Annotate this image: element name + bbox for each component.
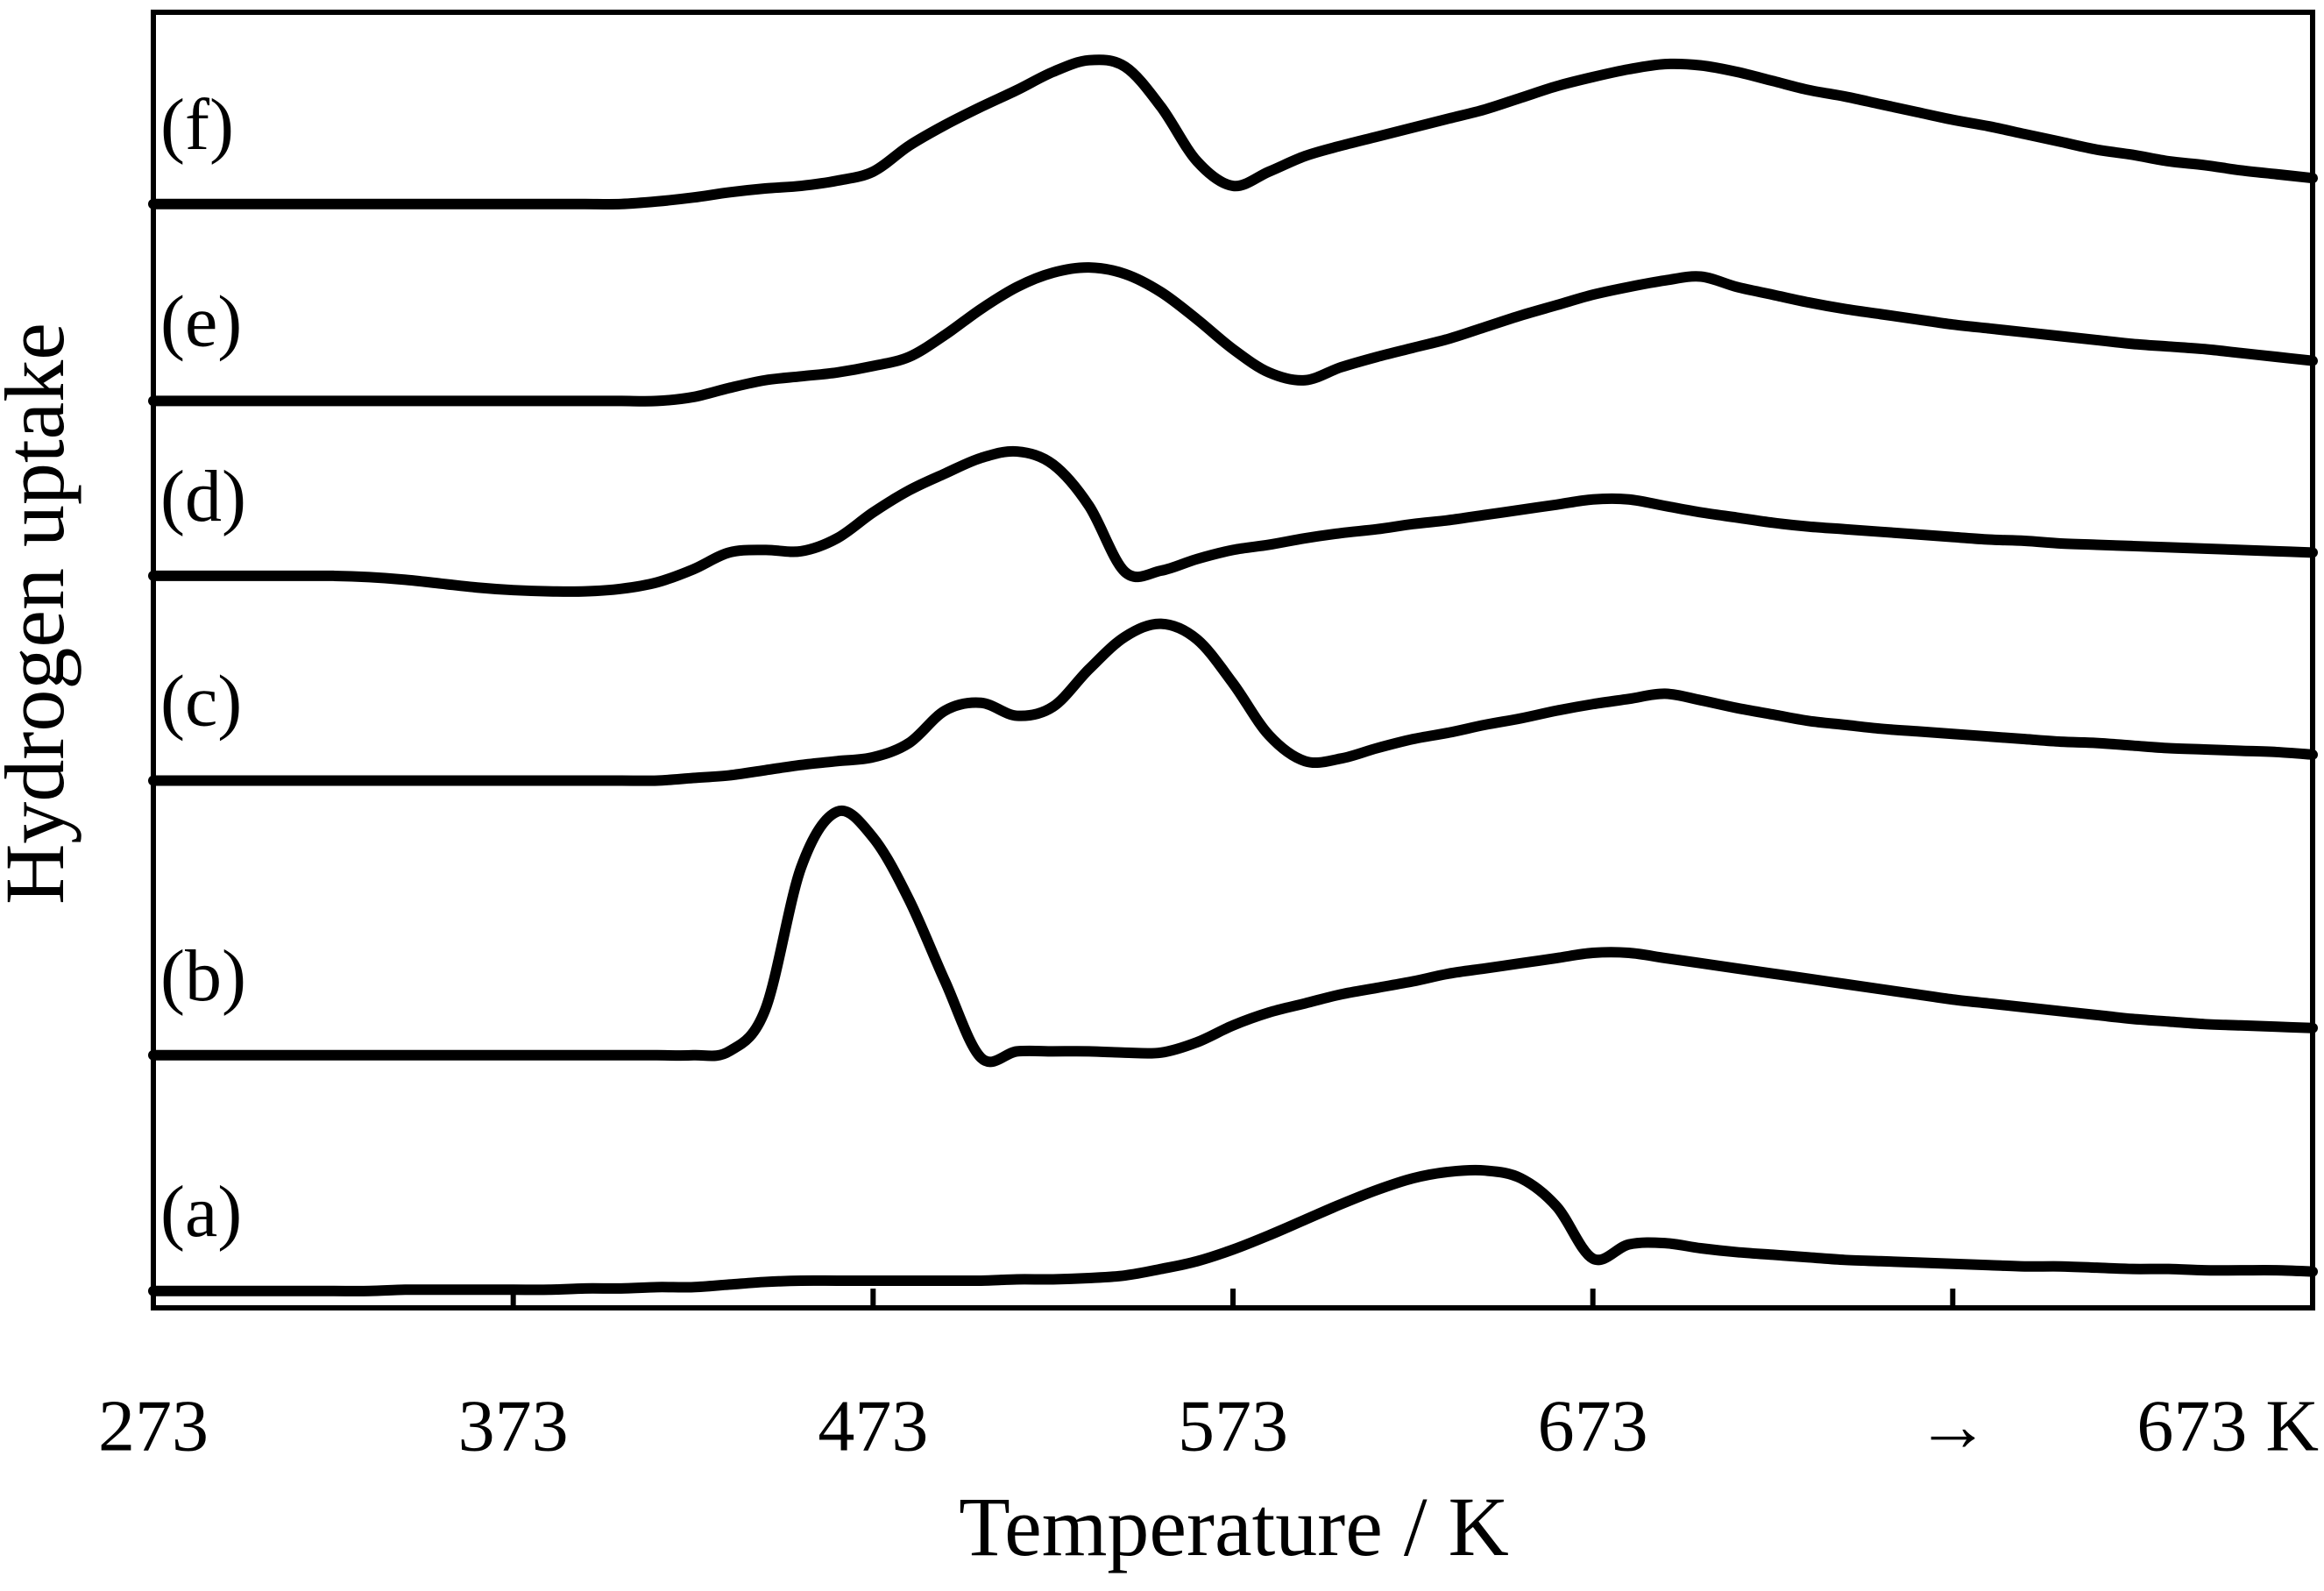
series-label: (f): [160, 84, 234, 166]
series-line: [148, 54, 2318, 210]
y-axis-title: Hydrogen uptake: [0, 323, 81, 905]
x-tick-label: 273: [98, 1385, 209, 1467]
x-tick-label: 473: [818, 1385, 928, 1467]
series-line: [148, 805, 2318, 1068]
x-tick-label: 673: [1538, 1385, 1648, 1467]
series-line: [148, 1164, 2318, 1296]
series-label: (e): [160, 281, 242, 363]
series-label: (d): [160, 456, 246, 537]
series-label: (c): [160, 661, 242, 742]
x-axis-title: Temperature / K: [959, 1480, 1509, 1573]
series-label: (a): [160, 1171, 242, 1253]
x-tick-label: →: [1916, 1385, 1989, 1467]
series-label: (b): [160, 935, 246, 1017]
series-line: [148, 445, 2318, 597]
series-line: [148, 262, 2318, 407]
x-tick-label: 373: [458, 1385, 569, 1467]
series-line: [148, 618, 2318, 786]
x-tick-label: 673 K: [2136, 1385, 2319, 1467]
x-tick-label: 573: [1178, 1385, 1288, 1467]
